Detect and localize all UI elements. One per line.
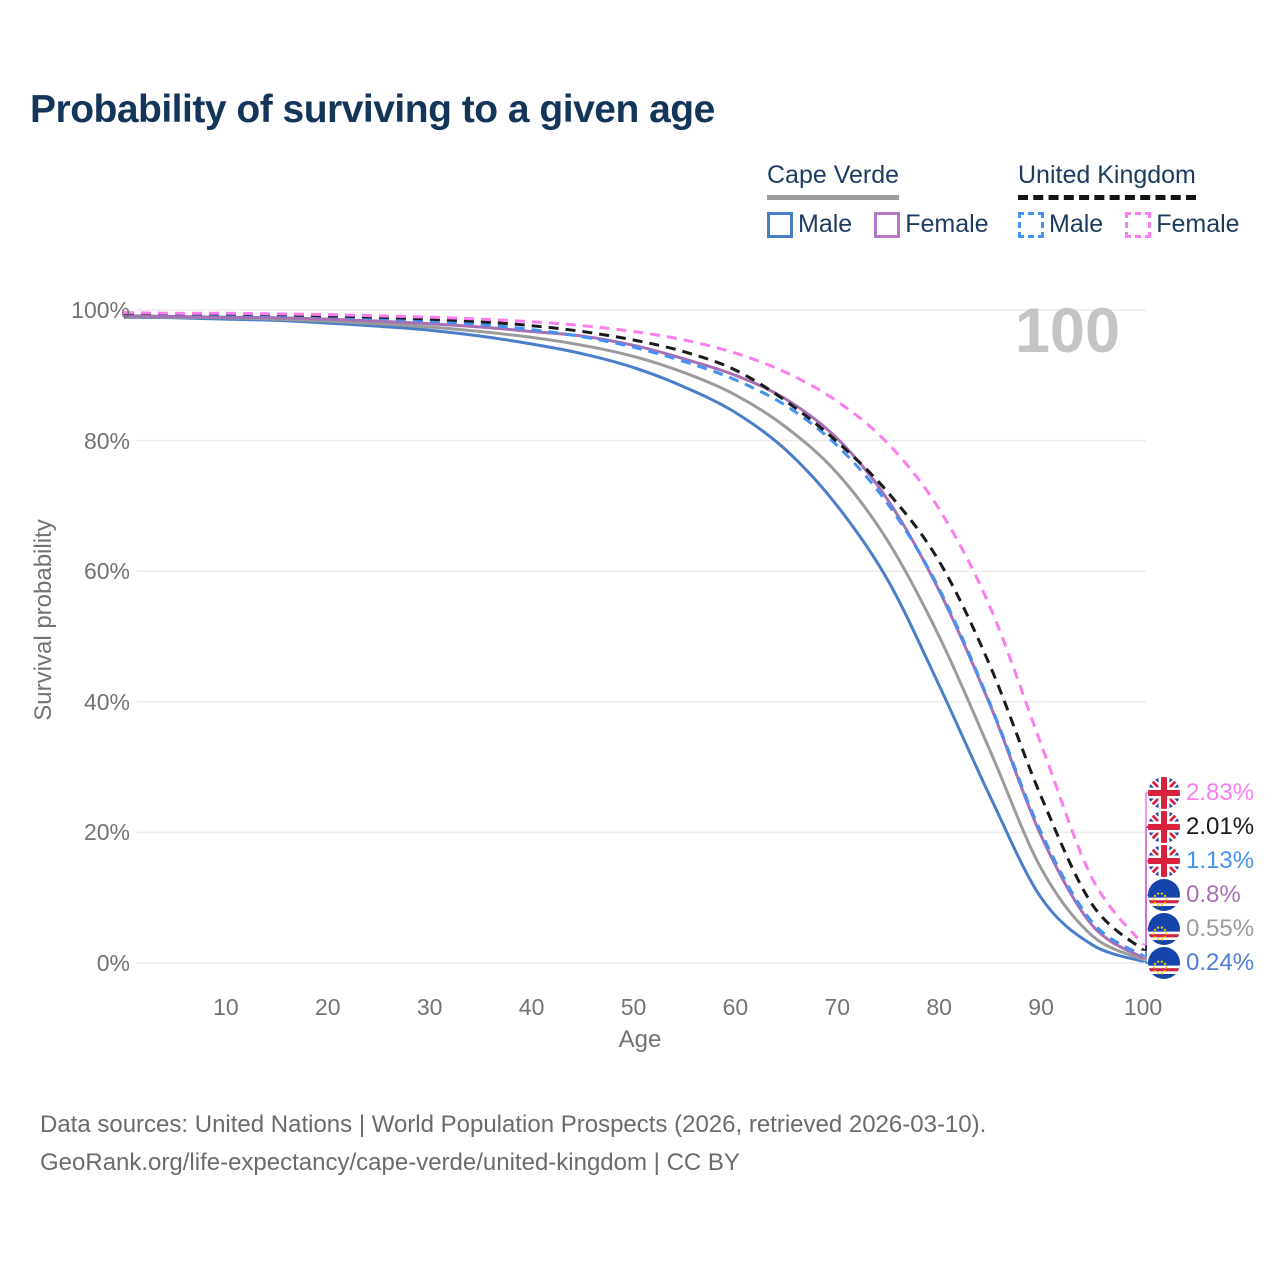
x-tick-label: 50 — [620, 994, 647, 1020]
x-tick-label: 20 — [315, 994, 341, 1020]
legend-item-label: Female — [905, 210, 989, 238]
legend-item-label: Male — [1049, 210, 1104, 238]
flag-cape-verde-icon — [1148, 947, 1180, 979]
legend-header-cape-verde[interactable]: Cape Verde — [767, 161, 900, 200]
page-title: Probability of surviving to a given age — [30, 88, 715, 131]
y-tick-label: 60% — [83, 558, 130, 585]
end-label-value: 2.83% — [1186, 779, 1255, 806]
curve-cv-total[interactable] — [123, 315, 1144, 961]
end-label-row-cv-female: 0.8% — [1148, 879, 1241, 911]
end-label-row-uk-male: 1.13% — [1148, 845, 1254, 877]
end-label-value: 2.01% — [1186, 813, 1255, 840]
legend-item-cape-verde-female[interactable]: Female — [874, 210, 989, 239]
x-tick-label: 90 — [1028, 994, 1054, 1020]
x-axis-title: Age — [618, 1026, 662, 1053]
flag-uk-icon — [1148, 845, 1180, 877]
line-swatch-icon — [767, 211, 793, 238]
x-tick-label: 30 — [416, 994, 443, 1020]
x-tick-label: 60 — [722, 994, 749, 1020]
line-swatch-icon — [874, 211, 901, 238]
x-tick-label: 40 — [518, 994, 545, 1020]
flag-cape-verde-icon — [1148, 913, 1180, 945]
flag-uk-icon — [1148, 811, 1180, 843]
end-label-value: 0.8% — [1186, 881, 1241, 908]
end-label-row-uk-female: 2.83% — [1148, 777, 1254, 809]
end-label-row-cv-total: 0.55% — [1148, 913, 1254, 945]
legend-group-united-kingdom: United Kingdom Male Female — [1018, 161, 1240, 239]
end-label-value: 1.13% — [1186, 847, 1255, 874]
source-line-2: GeoRank.org/life-expectancy/cape-verde/u… — [40, 1149, 740, 1176]
hover-age-watermark: 100 — [1014, 296, 1120, 366]
line-swatch-icon — [1125, 211, 1152, 238]
curve-uk-male[interactable] — [123, 311, 1144, 957]
legend-item-cape-verde-male[interactable]: Male — [767, 210, 852, 239]
end-label-row-cv-male: 0.24% — [1148, 947, 1254, 979]
y-tick-label: 40% — [83, 688, 130, 715]
y-tick-label: 20% — [83, 819, 130, 846]
curve-cv-female[interactable] — [123, 314, 1144, 960]
flag-uk-icon — [1148, 777, 1180, 809]
legend-header-united-kingdom[interactable]: United Kingdom — [1018, 161, 1196, 200]
data-source-note: Data sources: United Nations | World Pop… — [40, 1106, 986, 1182]
legend-item-uk-male[interactable]: Male — [1018, 210, 1103, 239]
x-tick-label: 80 — [926, 994, 952, 1020]
end-label-row-uk-total: 2.01% — [1148, 811, 1254, 843]
x-tick-label: 10 — [213, 994, 239, 1020]
curve-uk-total[interactable] — [123, 311, 1144, 952]
y-tick-label: 80% — [83, 427, 130, 454]
end-label-value: 0.24% — [1186, 949, 1255, 976]
curve-uk-female[interactable] — [123, 311, 1145, 946]
curve-cv-male[interactable] — [123, 315, 1144, 963]
legend-item-label: Female — [1156, 210, 1240, 238]
legend-item-label: Male — [798, 210, 853, 238]
y-tick-label: 100% — [71, 297, 130, 323]
source-line-1: Data sources: United Nations | World Pop… — [40, 1111, 987, 1138]
end-label-value: 0.55% — [1186, 915, 1255, 942]
y-tick-label: 0% — [96, 950, 130, 976]
legend-group-cape-verde: Cape Verde Male Female — [767, 161, 989, 239]
legend-item-uk-female[interactable]: Female — [1125, 210, 1240, 239]
flag-cape-verde-icon — [1148, 879, 1180, 911]
x-tick-label: 70 — [824, 994, 851, 1020]
x-tick-label: 100 — [1123, 994, 1163, 1020]
line-swatch-icon — [1018, 211, 1044, 238]
